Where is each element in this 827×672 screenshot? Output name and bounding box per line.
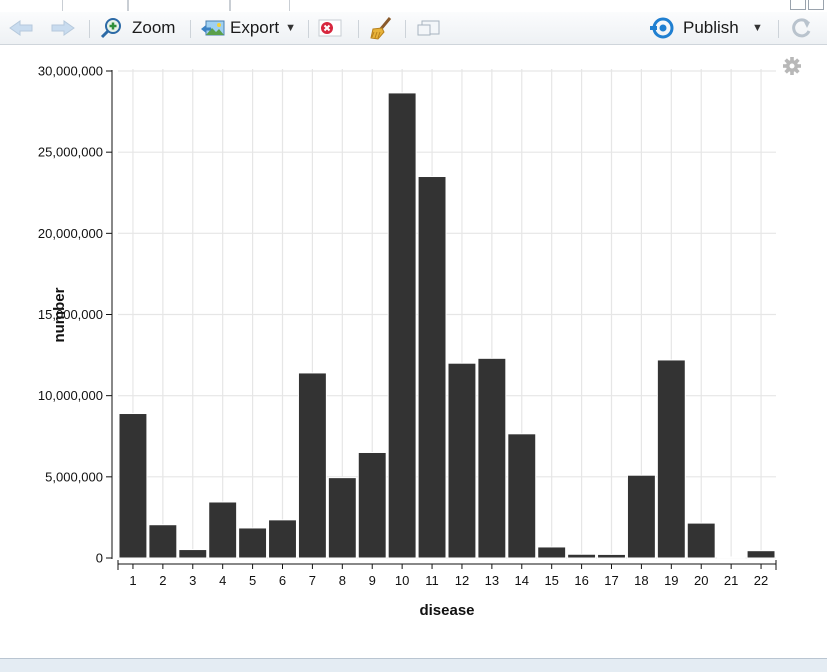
bar-9 [357, 451, 387, 559]
maximize-pane-icon[interactable] [808, 0, 824, 10]
gear-hole [789, 63, 795, 69]
bar-16 [567, 553, 597, 559]
x-tick-label: 19 [664, 573, 678, 588]
bar-chart: 0 5,000,000 10,000,000 15,000,000 20,000,000… [38, 57, 801, 619]
bar-17 [597, 553, 626, 559]
gear-tooth [790, 57, 794, 62]
x-tick-label: 22 [754, 573, 768, 588]
tab-fragment[interactable] [128, 0, 230, 11]
minimize-pane-icon[interactable] [790, 0, 806, 10]
toolbar-separator [308, 20, 309, 38]
y-tick-label: 10,000,000 [38, 388, 103, 403]
x-tick-label: 20 [694, 573, 708, 588]
y-axis-title: number [51, 287, 68, 342]
bar-4 [208, 501, 238, 559]
x-tick-label: 10 [395, 573, 409, 588]
y-tick-label: 20,000,000 [38, 226, 103, 241]
publish-button[interactable]: Publish [650, 12, 739, 44]
bar-22 [746, 550, 776, 559]
bar-21 [716, 556, 746, 559]
x-tick-label: 2 [159, 573, 166, 588]
x-tick-label: 4 [219, 573, 226, 588]
chevron-down-icon: ▼ [752, 22, 763, 34]
x-tick-label: 21 [724, 573, 738, 588]
x-tick-label: 12 [455, 573, 469, 588]
x-tick-label: 14 [515, 573, 529, 588]
y-tick-label: 0 [96, 551, 103, 566]
export-menu-button[interactable]: Export ▼ [200, 12, 296, 44]
bar-10 [387, 92, 417, 559]
bar-20 [686, 522, 716, 559]
gear-icon[interactable] [783, 57, 801, 75]
x-tick-label: 7 [309, 573, 316, 588]
bar-series [118, 92, 776, 559]
refresh-icon [792, 18, 811, 38]
x-tick-label: 11 [425, 573, 439, 588]
remove-plot-icon [318, 19, 342, 37]
back-arrow-icon [9, 20, 33, 36]
zoom-button[interactable]: Zoom [100, 12, 175, 44]
toolbar-separator [778, 20, 779, 38]
broom-icon [370, 17, 392, 40]
bar-12 [447, 362, 477, 559]
x-tick-label: 3 [189, 573, 196, 588]
x-tick-label: 9 [369, 573, 376, 588]
x-tick-label: 6 [279, 573, 286, 588]
x-tick-label: 17 [604, 573, 618, 588]
gear-tooth [790, 70, 794, 75]
remove-plot-button[interactable] [318, 12, 342, 44]
y-tick-label: 25,000,000 [38, 145, 103, 160]
forward-arrow-icon [51, 20, 75, 36]
x-tick-label: 13 [485, 573, 499, 588]
back-button[interactable] [8, 12, 34, 44]
export-label: Export [230, 18, 280, 37]
bar-1 [118, 413, 148, 559]
bar-11 [417, 176, 447, 559]
tab-fragment[interactable] [62, 0, 128, 11]
publish-icon [650, 17, 674, 39]
tab-fragment[interactable] [230, 0, 290, 11]
x-tick-label: 15 [544, 573, 558, 588]
toolbar-separator [405, 20, 406, 38]
y-axis: 0 5,000,000 10,000,000 15,000,000 20,000,000… [38, 64, 113, 566]
toolbar-separator [358, 20, 359, 38]
refresh-button[interactable] [789, 12, 813, 44]
y-tick-label: 15,000,000 [38, 307, 103, 322]
toolbar-separator [190, 20, 191, 38]
y-tick-label: 30,000,000 [38, 64, 103, 79]
publish-dropdown-button[interactable]: ▼ [752, 12, 763, 44]
clear-all-plots-button[interactable] [368, 12, 394, 44]
x-tick-label: 8 [339, 573, 346, 588]
y-tick-label: 5,000,000 [45, 469, 103, 484]
publish-label: Publish [683, 18, 739, 37]
bar-7 [297, 372, 327, 559]
x-tick-label: 1 [129, 573, 136, 588]
bar-19 [656, 359, 686, 559]
export-image-icon [201, 20, 225, 36]
chevron-down-icon: ▼ [285, 22, 297, 34]
bar-8 [327, 477, 357, 559]
popout-window-icon [417, 20, 440, 36]
bar-13 [477, 357, 507, 559]
x-tick-label: 5 [249, 573, 256, 588]
bar-6 [268, 519, 297, 559]
x-tick-label: 16 [574, 573, 588, 588]
popout-button[interactable] [416, 12, 442, 44]
plots-toolbar: Zoom Export ▼ [0, 12, 827, 45]
zoom-magnifier-icon [100, 18, 121, 39]
bar-18 [626, 474, 656, 559]
bar-3 [178, 549, 208, 559]
forward-button[interactable] [50, 12, 76, 44]
bar-5 [238, 527, 268, 559]
zoom-label: Zoom [132, 18, 176, 37]
bar-15 [537, 546, 567, 559]
x-axis-title: disease [419, 602, 474, 619]
x-axis: 1 2 3 4 5 6 7 8 9 10 11 12 13 14 15 16 17 18 19 20 21 22 [117, 560, 777, 588]
bottom-pane-edge [0, 658, 827, 672]
bar-14 [507, 433, 537, 559]
x-tick-label: 18 [634, 573, 648, 588]
toolbar-separator [89, 20, 90, 38]
bar-2 [148, 524, 178, 559]
